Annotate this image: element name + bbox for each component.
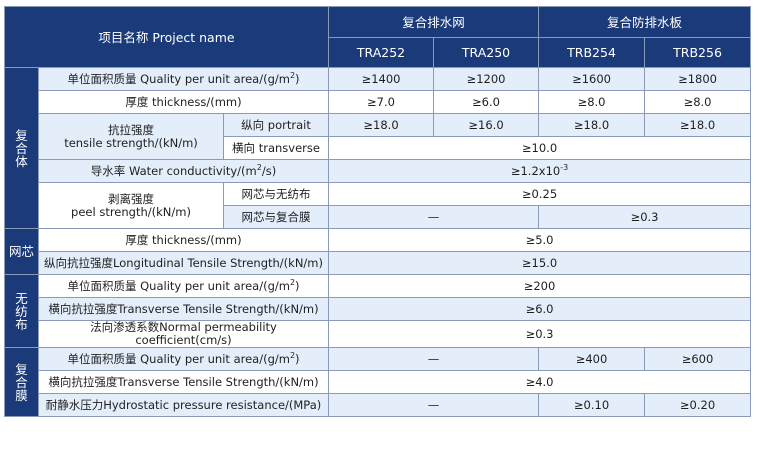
value-cell: ≥1200 xyxy=(433,67,540,91)
value-cell: ≥6.0 xyxy=(433,90,540,114)
row-label-nw-perm: 法向渗透系数Normal permeability coefficient(cm… xyxy=(37,320,330,348)
value-cell: ≥15.0 xyxy=(328,251,752,275)
table-row: 复合膜 单位面积质量 Quality per unit area/(g/m2) … xyxy=(4,347,752,417)
sub-label-core-membrane: 网芯与复合膜 xyxy=(222,205,330,229)
section-composite: 复合体 xyxy=(4,67,39,229)
value-cell: ≥18.0 xyxy=(538,113,646,137)
table-row: 横向抗拉强度Transverse Tensile Strength/(kN/m)… xyxy=(5,297,752,321)
spec-table: 项目名称 Project name 复合排水网 复合防排水板 TRA252 TR… xyxy=(3,6,752,417)
value-cell: ≥0.25 xyxy=(328,182,752,206)
value-cell: ≥1.2x10-3 xyxy=(328,159,752,183)
group-drain-board-header: 复合防排水板 xyxy=(538,6,752,38)
group-drain-net-header: 复合排水网 xyxy=(328,6,540,38)
table-row: 法向渗透系数Normal permeability coefficient(cm… xyxy=(5,320,752,348)
table-row: 无纺布 单位面积质量 Quality per unit area/(g/m2) … xyxy=(4,274,752,348)
row-label-mass: 单位面积质量 Quality per unit area/(g/m2) xyxy=(37,67,330,91)
model-header-trb256: TRB256 xyxy=(644,37,752,68)
table-row: 厚度 thickness/(mm) ≥7.0 ≥6.0 ≥8.0 ≥8.0 xyxy=(5,90,752,114)
sub-label-core-nonwoven: 网芯与无纺布 xyxy=(222,182,330,206)
table-row: 横向抗拉强度Transverse Tensile Strength/(kN/m)… xyxy=(5,370,752,394)
row-label-thickness: 厚度 thickness/(mm) xyxy=(37,90,330,114)
value-cell: ≥200 xyxy=(328,274,752,298)
table-row: 网芯 厚度 thickness/(mm) ≥5.0 xyxy=(4,228,752,275)
value-cell: — xyxy=(328,347,540,371)
value-cell: ≥600 xyxy=(644,347,752,371)
row-label-mb-hydro: 耐静水压力Hydrostatic pressure resistance/(MP… xyxy=(37,393,330,417)
model-header-trb254: TRB254 xyxy=(538,37,646,68)
table-row: 导水率 Water conductivity/(m2/s) ≥1.2x10-3 xyxy=(5,159,752,183)
value-cell: ≥7.0 xyxy=(328,90,435,114)
table-row: 抗拉强度 tensile strength/(kN/m) 纵向 portrait … xyxy=(5,113,752,160)
value-cell: ≥1600 xyxy=(538,67,646,91)
table-row: 剥离强度 peel strength/(kN/m) 网芯与无纺布 ≥0.25 xyxy=(5,182,752,229)
project-name-header: 项目名称 Project name xyxy=(3,6,330,68)
row-label-nw-tensile: 横向抗拉强度Transverse Tensile Strength/(kN/m) xyxy=(37,297,330,321)
section-net-core: 网芯 xyxy=(4,228,39,275)
value-cell: — xyxy=(328,205,540,229)
value-cell: ≥6.0 xyxy=(328,297,752,321)
row-label-nw-mass: 单位面积质量 Quality per unit area/(g/m2) xyxy=(37,274,330,298)
value-cell: ≥0.3 xyxy=(538,205,752,229)
value-cell: ≥5.0 xyxy=(328,228,752,252)
value-cell: ≥4.0 xyxy=(328,370,752,394)
value-cell: ≥400 xyxy=(538,347,646,371)
value-cell: ≥8.0 xyxy=(538,90,646,114)
table-row: 耐静水压力Hydrostatic pressure resistance/(MP… xyxy=(5,393,752,417)
value-cell: ≥0.20 xyxy=(644,393,752,417)
value-cell: ≥18.0 xyxy=(328,113,435,137)
model-header-tra252: TRA252 xyxy=(328,37,435,68)
value-cell: ≥8.0 xyxy=(644,90,752,114)
model-header-tra250: TRA250 xyxy=(433,37,540,68)
sub-label-transverse: 横向 transverse xyxy=(222,136,330,160)
section-membrane: 复合膜 xyxy=(4,347,39,417)
row-label-peel: 剥离强度 peel strength/(kN/m) xyxy=(38,182,224,229)
row-label-mb-tensile: 横向抗拉强度Transverse Tensile Strength/(kN/m) xyxy=(37,370,330,394)
value-cell: ≥1400 xyxy=(328,67,435,91)
row-label-core-thickness: 厚度 thickness/(mm) xyxy=(37,228,330,252)
row-label-mb-mass: 单位面积质量 Quality per unit area/(g/m2) xyxy=(37,347,330,371)
sub-label-portrait: 纵向 portrait xyxy=(222,113,330,137)
section-nonwoven: 无纺布 xyxy=(4,274,39,348)
value-cell: ≥0.10 xyxy=(538,393,646,417)
table-row: 复合体 单位面积质量 Quality per unit area/(g/m2) … xyxy=(4,67,752,229)
table-row: 纵向抗拉强度Longitudinal Tensile Strength/(kN/… xyxy=(5,251,752,275)
value-cell: ≥0.3 xyxy=(328,320,752,348)
row-label-core-tensile: 纵向抗拉强度Longitudinal Tensile Strength/(kN/… xyxy=(37,251,330,275)
value-cell: — xyxy=(328,393,540,417)
table-row: 网芯与复合膜 — ≥0.3 xyxy=(5,205,752,229)
value-cell: ≥18.0 xyxy=(644,113,752,137)
row-label-conductivity: 导水率 Water conductivity/(m2/s) xyxy=(37,159,330,183)
row-label-tensile: 抗拉强度 tensile strength/(kN/m) xyxy=(38,113,224,160)
value-cell: ≥10.0 xyxy=(328,136,752,160)
value-cell: ≥16.0 xyxy=(433,113,540,137)
value-cell: ≥1800 xyxy=(644,67,752,91)
